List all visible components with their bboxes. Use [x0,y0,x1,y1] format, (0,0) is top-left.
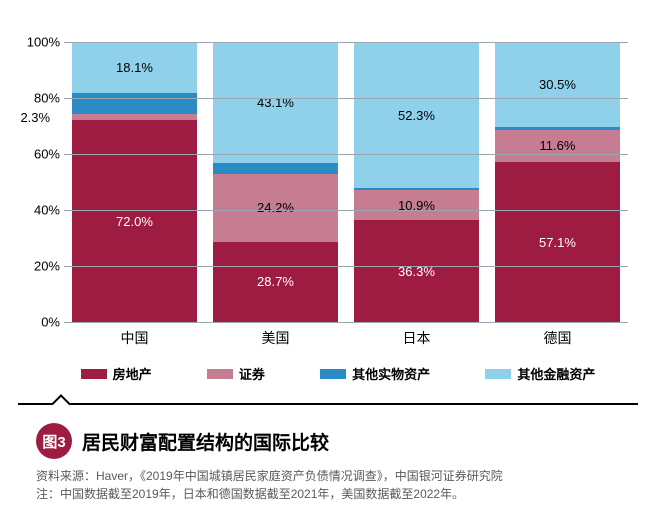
y-axis-label: 60% [18,147,60,162]
legend-label: 房地产 [113,364,152,383]
bar-segment-securities: 10.9% [354,190,478,221]
chart-legend: 房地产 证券 其他实物资产 其他金融资产 [58,364,618,383]
x-axis-label: 德国 [495,328,619,348]
bar-segment-securities: 24.2% [213,174,337,242]
bar-segment-real_estate: 28.7% [213,242,337,322]
legend-swatch [320,369,346,379]
bar-column: 18.1%2.3%72.0% [72,42,196,322]
bar-value-label: 18.1% [116,60,153,75]
gridline [64,98,628,99]
bar-segment-other_financial: 18.1% [72,42,196,93]
bar-segment-real_estate: 57.1% [495,162,619,322]
divider-notch-icon [51,394,71,414]
y-axis-label: 80% [18,91,60,106]
bar-value-label: 72.0% [116,214,153,229]
bar-value-label: 11.6% [540,138,576,153]
y-axis-label: 40% [18,203,60,218]
gridline [64,210,628,211]
legend-label: 证券 [239,364,265,383]
x-axis-label: 日本 [354,328,478,348]
bar-value-label: 2.3% [20,110,50,125]
figure-title: 居民财富配置结构的国际比较 [82,428,329,455]
bar-value-label: 24.2% [257,200,294,215]
chart-plot: 18.1%2.3%72.0%43.1%24.2%28.7%52.3%10.9%3… [64,42,628,322]
bar-segment-other_physical [72,93,196,114]
bar-column: 30.5% 11.6% 57.1% [495,42,619,322]
legend-label: 其他实物资产 [352,364,430,383]
x-axis-label: 中国 [72,328,196,348]
bar-segment-other_financial: 30.5% [495,42,619,127]
figure-title-row: 图3 居民财富配置结构的国际比较 [36,423,638,459]
legend-label: 其他金融资产 [517,364,595,383]
bar-segment-other_financial: 52.3% [354,42,478,188]
legend-item-other_financial: 其他金融资产 [485,364,595,383]
section-divider [18,397,638,411]
bar-value-label: 28.7% [257,274,294,289]
bar-column: 52.3% 10.9%36.3% [354,42,478,322]
legend-swatch [81,369,107,379]
figure-footnote: 资料来源：Haver，《2019年中国城镇居民家庭资产负债情况调查》，中国银河证… [36,467,638,503]
legend-item-other_physical: 其他实物资产 [320,364,430,383]
bar-segment-real_estate: 36.3% [354,220,478,322]
note-line: 注：中国数据截至2019年，日本和德国数据截至2021年，美国数据截至2022年… [36,485,638,503]
y-axis-label: 100% [18,35,60,50]
y-axis-label: 20% [18,259,60,274]
bar-column: 43.1% 24.2% 28.7% [213,42,337,322]
bar-segment-real_estate: 72.0% [72,120,196,322]
bar-segment-other_financial: 43.1% [213,42,337,163]
gridline [64,322,628,323]
x-axis-label: 美国 [213,328,337,348]
divider-line [18,403,638,405]
legend-swatch [485,369,511,379]
source-line: 资料来源：Haver，《2019年中国城镇居民家庭资产负债情况调查》，中国银河证… [36,467,638,485]
legend-item-securities: 证券 [207,364,265,383]
bar-segment-other_physical [213,163,337,174]
figure-badge: 图3 [36,423,72,459]
gridline [64,42,628,43]
bar-segment-securities: 11.6% [495,130,619,162]
legend-item-real_estate: 房地产 [81,364,152,383]
bar-value-label: 30.5% [539,77,576,92]
y-axis-label: 0% [18,315,60,330]
gridline [64,154,628,155]
legend-swatch [207,369,233,379]
chart-area: 18.1%2.3%72.0%43.1%24.2%28.7%52.3%10.9%3… [64,12,628,322]
x-axis: 中国美国日本德国 [64,322,628,348]
gridline [64,266,628,267]
bar-value-label: 57.1% [539,235,576,250]
bar-value-label: 52.3% [398,108,435,123]
